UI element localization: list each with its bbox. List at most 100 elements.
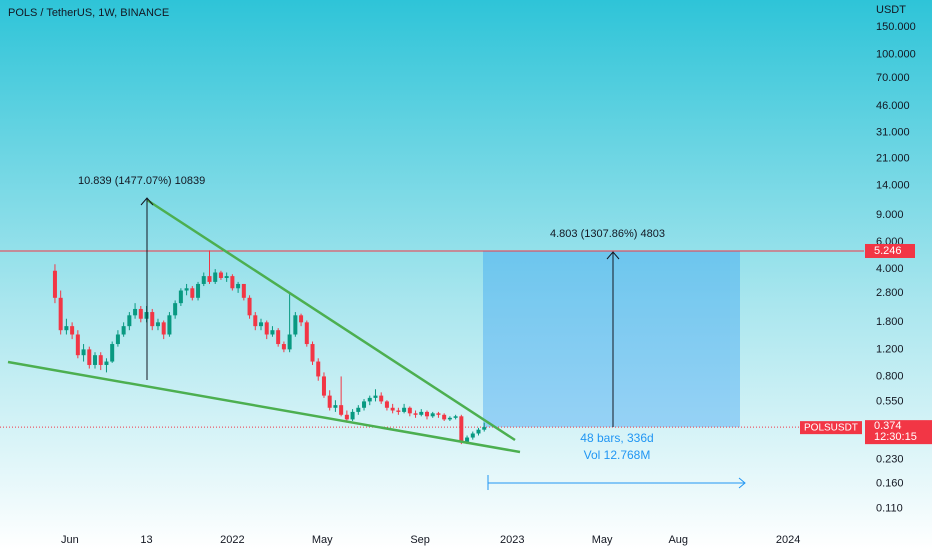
trend-line-upper xyxy=(146,198,516,442)
last-price-box xyxy=(865,420,932,445)
candle-body xyxy=(161,322,166,335)
x-tick-label: Aug xyxy=(668,534,688,546)
candle-body xyxy=(110,344,115,362)
candle-body xyxy=(247,297,252,316)
candle-body xyxy=(310,344,315,362)
candle-body xyxy=(190,288,195,298)
candle-body xyxy=(350,411,355,420)
candle-body xyxy=(173,303,178,316)
marker-price-label: 5.246 xyxy=(874,245,902,257)
candle-body xyxy=(333,405,338,408)
candle-body xyxy=(207,276,212,282)
annotation: Vol 12.768M xyxy=(584,448,651,462)
candle-body xyxy=(75,334,80,356)
candle-body xyxy=(465,437,470,442)
candle-body xyxy=(115,334,120,345)
candle-body xyxy=(459,416,464,442)
y-tick-label: 1.800 xyxy=(876,316,904,328)
candle-body xyxy=(52,270,57,298)
x-tick-label: May xyxy=(592,534,613,546)
candle-body xyxy=(436,413,441,415)
candle-body xyxy=(276,330,281,345)
candle-body xyxy=(70,326,75,335)
y-tick-label: 100.000 xyxy=(876,48,916,60)
y-tick-label: 0.160 xyxy=(876,478,904,490)
candle-body xyxy=(121,326,126,335)
candle-body xyxy=(419,411,424,415)
candle-body xyxy=(133,308,138,316)
candle-body xyxy=(321,376,326,396)
candle-body xyxy=(253,315,258,327)
y-axis-label: USDT xyxy=(876,4,906,16)
candle-body xyxy=(201,276,206,284)
candle-body xyxy=(293,315,298,335)
y-tick-label: 0.110 xyxy=(876,503,903,515)
candle-body xyxy=(413,413,418,415)
y-tick-label: 46.000 xyxy=(876,100,910,112)
y-tick-label: 4.000 xyxy=(876,263,904,275)
candle-body xyxy=(259,322,264,327)
candle-body xyxy=(64,326,69,331)
candle-body xyxy=(373,395,378,398)
candle-body xyxy=(327,395,332,408)
y-tick-label: 70.000 xyxy=(876,72,910,84)
x-tick-label: 2022 xyxy=(220,534,244,546)
candle-body xyxy=(224,276,229,278)
candle-body xyxy=(230,276,235,289)
candle-body xyxy=(281,344,286,350)
candle-body xyxy=(58,297,63,331)
candle-body xyxy=(213,272,218,282)
y-tick-label: 9.000 xyxy=(876,209,904,221)
candle-body xyxy=(264,322,269,335)
candle-body xyxy=(442,414,447,420)
candle-body xyxy=(270,330,275,335)
candle-body xyxy=(379,395,384,402)
candle-body xyxy=(287,334,292,350)
candle-body xyxy=(390,407,395,411)
candle-body xyxy=(402,407,407,412)
candle-body xyxy=(367,397,372,402)
measure-arrow xyxy=(140,197,154,206)
candle-body xyxy=(430,413,435,417)
candle-body xyxy=(218,272,223,278)
candle-body xyxy=(304,322,309,345)
candle-body xyxy=(476,429,481,434)
candle-body xyxy=(155,322,160,327)
measure-arrow xyxy=(606,251,620,260)
plot-area xyxy=(0,250,864,445)
annotation: 48 bars, 336d xyxy=(580,431,653,445)
candle-body xyxy=(178,290,183,304)
x-tick-label: Sep xyxy=(410,534,430,546)
y-tick-label: 1.200 xyxy=(876,343,904,355)
candle-body xyxy=(407,407,412,414)
candle-body xyxy=(184,288,189,291)
candle-body xyxy=(236,283,241,289)
candle-body xyxy=(339,405,344,415)
x-tick-label: 2024 xyxy=(776,534,800,546)
range-box xyxy=(483,250,740,428)
symbol-box xyxy=(800,421,862,435)
candle-body xyxy=(98,355,103,365)
y-tick-label: 0.550 xyxy=(876,395,904,407)
y-tick-label: 150.000 xyxy=(876,21,916,33)
candle-body xyxy=(356,407,361,412)
annotation: 4.803 (1307.86%) 4803 xyxy=(550,228,665,240)
last-price-label: 0.374 xyxy=(874,420,902,432)
y-tick-label: 21.000 xyxy=(876,152,910,164)
candle-body xyxy=(241,283,246,298)
marker-price-box xyxy=(865,243,915,258)
y-tick-label: 31.000 xyxy=(876,126,910,138)
candle-body xyxy=(167,315,172,335)
y-tick-label: 2.800 xyxy=(876,287,904,299)
candle-body xyxy=(138,308,143,319)
candle-body xyxy=(299,315,304,323)
countdown-label: 12:30:15 xyxy=(874,431,917,443)
candle-body xyxy=(316,361,321,377)
x-tick-label: May xyxy=(312,534,333,546)
trend-line-lower xyxy=(7,360,521,454)
candle-body xyxy=(470,433,475,438)
x-tick-label: Jun xyxy=(61,534,79,546)
candle-body xyxy=(81,349,86,356)
